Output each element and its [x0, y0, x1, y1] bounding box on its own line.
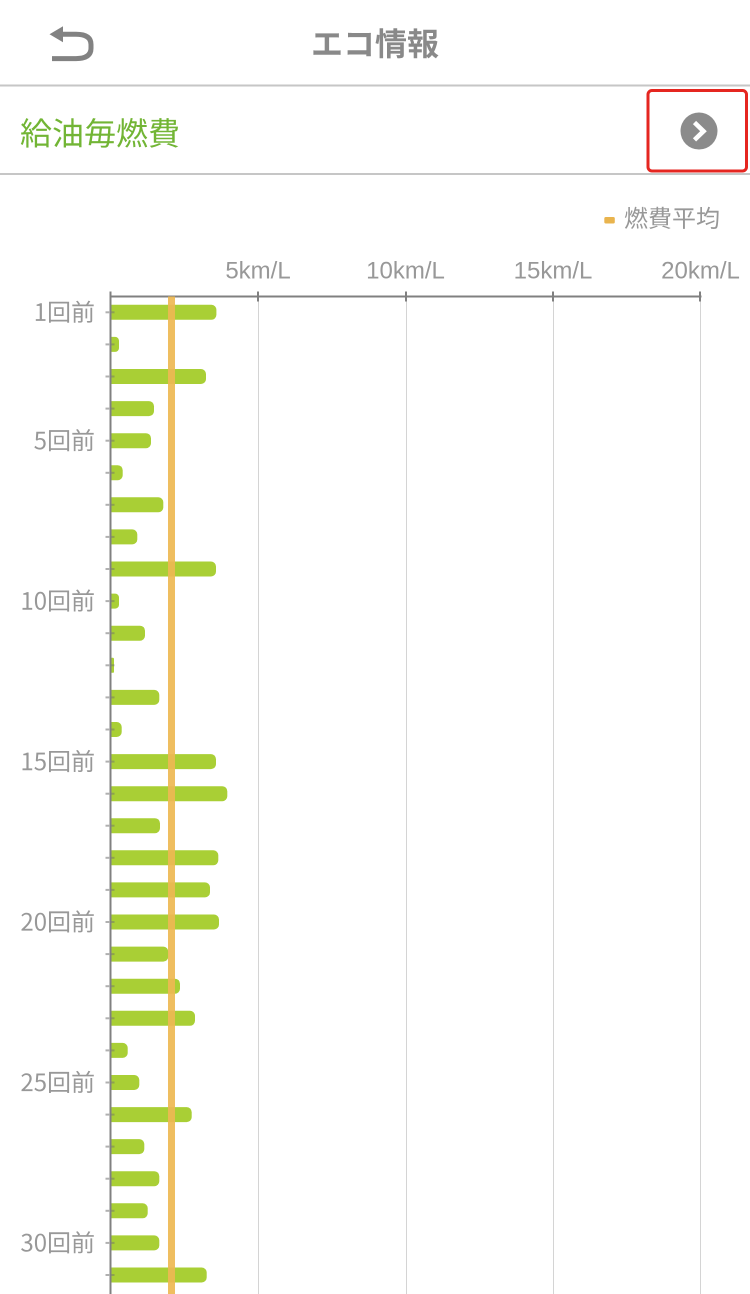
svg-text:20km/L: 20km/L — [661, 258, 740, 285]
svg-text:5km/L: 5km/L — [225, 258, 290, 285]
svg-text:15km/L: 15km/L — [514, 258, 593, 285]
svg-text:10km/L: 10km/L — [366, 258, 445, 285]
